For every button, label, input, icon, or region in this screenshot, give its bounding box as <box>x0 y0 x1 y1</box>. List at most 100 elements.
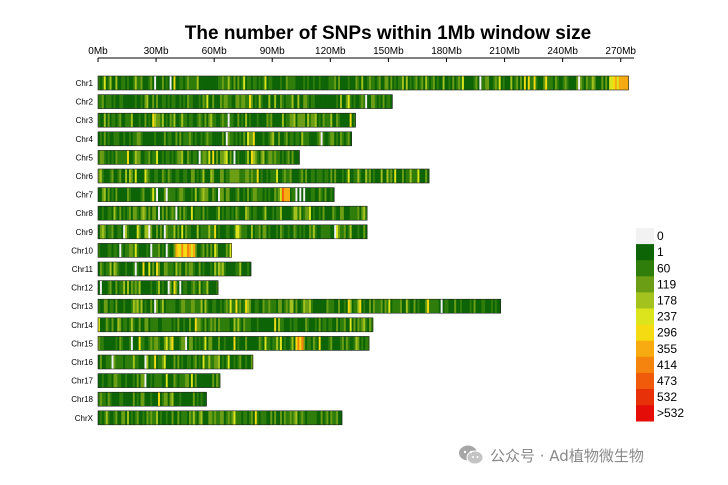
density-cell <box>283 113 287 128</box>
density-cell <box>279 169 283 183</box>
density-cell <box>283 169 287 183</box>
chromosome-outline <box>97 187 335 202</box>
density-cell <box>98 131 101 146</box>
density-cell <box>278 131 281 146</box>
density-cell <box>235 150 238 165</box>
density-cell <box>239 317 242 332</box>
density-cell <box>163 299 167 314</box>
density-cell <box>475 76 478 90</box>
density-cell <box>283 131 287 146</box>
density-cell <box>260 224 263 239</box>
density-cell <box>109 410 112 425</box>
density-cell <box>268 113 271 128</box>
density-cell <box>351 317 354 332</box>
density-cell <box>293 224 296 239</box>
density-cell <box>177 336 180 351</box>
density-cell <box>401 299 405 314</box>
density-cell <box>299 299 302 314</box>
density-cell <box>103 280 107 295</box>
density-cell <box>148 76 151 90</box>
density-cell <box>324 169 327 183</box>
density-cell <box>287 410 291 425</box>
density-cell <box>127 317 130 332</box>
density-cell <box>167 224 170 239</box>
density-cell <box>130 150 134 165</box>
density-cell <box>206 243 209 258</box>
density-cell <box>134 94 138 109</box>
density-cell <box>212 243 215 258</box>
density-cell <box>136 373 140 388</box>
density-cell <box>175 113 178 128</box>
density-cell <box>115 317 118 332</box>
density-cell <box>417 299 420 314</box>
density-cell <box>307 76 310 90</box>
density-cell <box>229 169 232 183</box>
density-cell <box>144 317 147 332</box>
density-cell <box>134 206 138 221</box>
density-cell <box>109 206 112 221</box>
density-cell <box>336 224 339 239</box>
density-cell <box>127 262 130 276</box>
density-cell <box>235 169 238 183</box>
density-cell <box>115 336 118 351</box>
density-cell <box>274 113 277 128</box>
density-cell <box>551 76 554 90</box>
density-cell <box>250 94 254 109</box>
density-cell <box>175 76 178 90</box>
density-cell <box>278 317 281 332</box>
density-cell <box>134 317 138 332</box>
density-cell <box>144 243 147 258</box>
density-cell <box>285 224 289 239</box>
density-cell <box>138 94 141 109</box>
density-cell <box>105 94 109 109</box>
density-cell <box>123 131 126 146</box>
density-cell <box>188 336 192 351</box>
density-cell <box>330 299 333 314</box>
density-cell <box>239 206 242 221</box>
density-cell <box>301 299 304 314</box>
density-cell <box>130 355 134 369</box>
density-cell <box>150 262 153 276</box>
density-cell <box>119 262 122 276</box>
density-cell <box>233 262 236 276</box>
density-cell <box>256 187 260 202</box>
density-cell <box>194 94 198 109</box>
density-cell <box>173 336 176 351</box>
density-cell <box>369 94 372 109</box>
chromosome-label: Chr17 <box>71 377 93 386</box>
density-cell <box>154 113 157 128</box>
density-cell <box>161 280 165 295</box>
density-cell <box>181 150 184 165</box>
density-cell <box>198 317 201 332</box>
density-cell <box>310 206 314 221</box>
density-cell <box>169 76 172 90</box>
density-cell <box>113 113 116 128</box>
density-cell <box>322 410 325 425</box>
density-cell <box>378 169 382 183</box>
density-cell <box>154 392 157 407</box>
density-cell <box>148 280 151 295</box>
density-cell <box>200 410 203 425</box>
density-cell <box>345 94 349 109</box>
density-cell <box>183 355 186 369</box>
chromosome-label: Chr14 <box>71 321 93 330</box>
density-cell <box>330 206 333 221</box>
density-cell <box>190 150 194 165</box>
density-cell <box>287 150 291 165</box>
density-cell <box>229 113 232 128</box>
density-cell <box>132 113 136 128</box>
density-cell <box>293 299 296 314</box>
hotspot-cell <box>281 187 285 202</box>
hotspot-cell <box>616 76 620 90</box>
density-cell <box>247 150 250 165</box>
density-cell <box>309 410 312 425</box>
density-cell <box>320 336 323 351</box>
density-cell <box>181 187 184 202</box>
density-cell <box>382 76 385 90</box>
density-cell <box>219 187 223 202</box>
density-cell <box>293 410 296 425</box>
density-cell <box>374 94 378 109</box>
density-cell <box>297 206 300 221</box>
density-cell <box>150 206 153 221</box>
density-cell <box>291 336 294 351</box>
